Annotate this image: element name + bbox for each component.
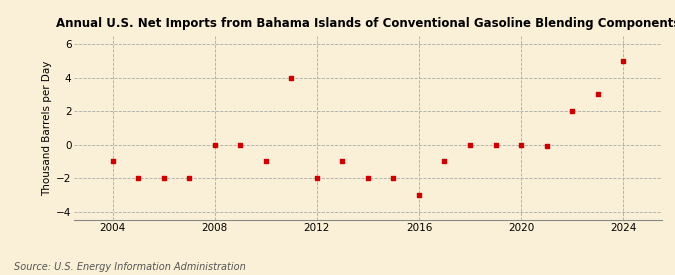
Text: Source: U.S. Energy Information Administration: Source: U.S. Energy Information Administ… (14, 262, 245, 272)
Point (490, 142, 501, 147)
Point (464, 142, 475, 147)
Point (439, 159, 450, 164)
Point (158, 176, 169, 180)
Point (209, 142, 220, 147)
Point (388, 176, 399, 180)
Point (516, 142, 526, 147)
Point (414, 193, 425, 197)
Point (311, 176, 322, 180)
Point (235, 142, 246, 147)
Point (261, 159, 271, 164)
Point (618, 59, 628, 63)
Title: Annual U.S. Net Imports from Bahama Islands of Conventional Gasoline Blending Co: Annual U.S. Net Imports from Bahama Isla… (55, 17, 675, 31)
Point (592, 92, 603, 97)
Point (107, 159, 118, 164)
Point (567, 109, 578, 113)
Y-axis label: Thousand Barrels per Day: Thousand Barrels per Day (42, 60, 52, 196)
Point (184, 176, 194, 180)
Point (286, 75, 297, 80)
Point (133, 176, 144, 180)
Point (337, 159, 348, 164)
Point (362, 176, 373, 180)
Point (541, 144, 552, 148)
